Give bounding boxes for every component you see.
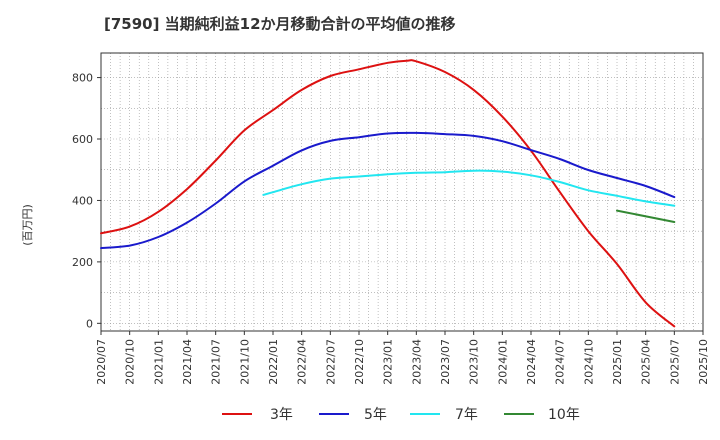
x-tick-label: 2020/10 — [124, 339, 137, 385]
y-tick-label: 800 — [72, 72, 93, 85]
legend-label: 10年 — [548, 407, 580, 423]
y-tick-label: 400 — [72, 194, 93, 207]
x-tick-label: 2021/04 — [181, 339, 194, 385]
y-tick-label: 0 — [86, 317, 93, 330]
series-line-4 — [616, 209, 676, 223]
x-tick-label: 2023/10 — [468, 339, 481, 385]
series-line-3 — [262, 169, 676, 207]
x-tick-label: 2024/01 — [496, 339, 509, 385]
y-tick-label: 600 — [72, 133, 93, 146]
x-tick-label: 2025/10 — [697, 339, 710, 385]
x-tick-label: 2025/07 — [668, 339, 681, 385]
legend-label: 5年 — [364, 407, 387, 423]
series-line-1 — [100, 59, 676, 328]
x-tick-label: 2021/01 — [152, 339, 165, 385]
x-tick-label: 2025/01 — [611, 339, 624, 385]
x-tick-label: 2024/04 — [525, 339, 538, 385]
x-tick-label: 2022/10 — [353, 339, 366, 385]
x-tick-label: 2025/04 — [640, 339, 653, 385]
x-tick-label: 2022/04 — [296, 339, 309, 385]
legend-label: 7年 — [455, 407, 478, 423]
chart-title: [7590] 当期純利益12か月移動合計の平均値の推移 — [104, 15, 456, 33]
x-tick-label: 2024/10 — [582, 339, 595, 385]
x-tick-label: 2023/01 — [382, 339, 395, 385]
x-tick-label: 2023/04 — [410, 339, 423, 385]
series-line-2 — [100, 131, 676, 250]
y-tick-label: 200 — [72, 256, 93, 269]
x-tick-label: 2024/07 — [554, 339, 567, 385]
legend-label: 3年 — [270, 407, 293, 423]
plot-area — [101, 53, 703, 331]
x-tick-label: 2023/07 — [439, 339, 452, 385]
plot-frame — [100, 52, 704, 332]
x-tick-label: 2022/01 — [267, 339, 280, 385]
x-tick-label: 2021/07 — [210, 339, 223, 385]
x-tick-label: 2022/07 — [324, 339, 337, 385]
x-tick-label: 2021/10 — [238, 339, 251, 385]
x-tick-label: 2020/07 — [95, 339, 108, 385]
